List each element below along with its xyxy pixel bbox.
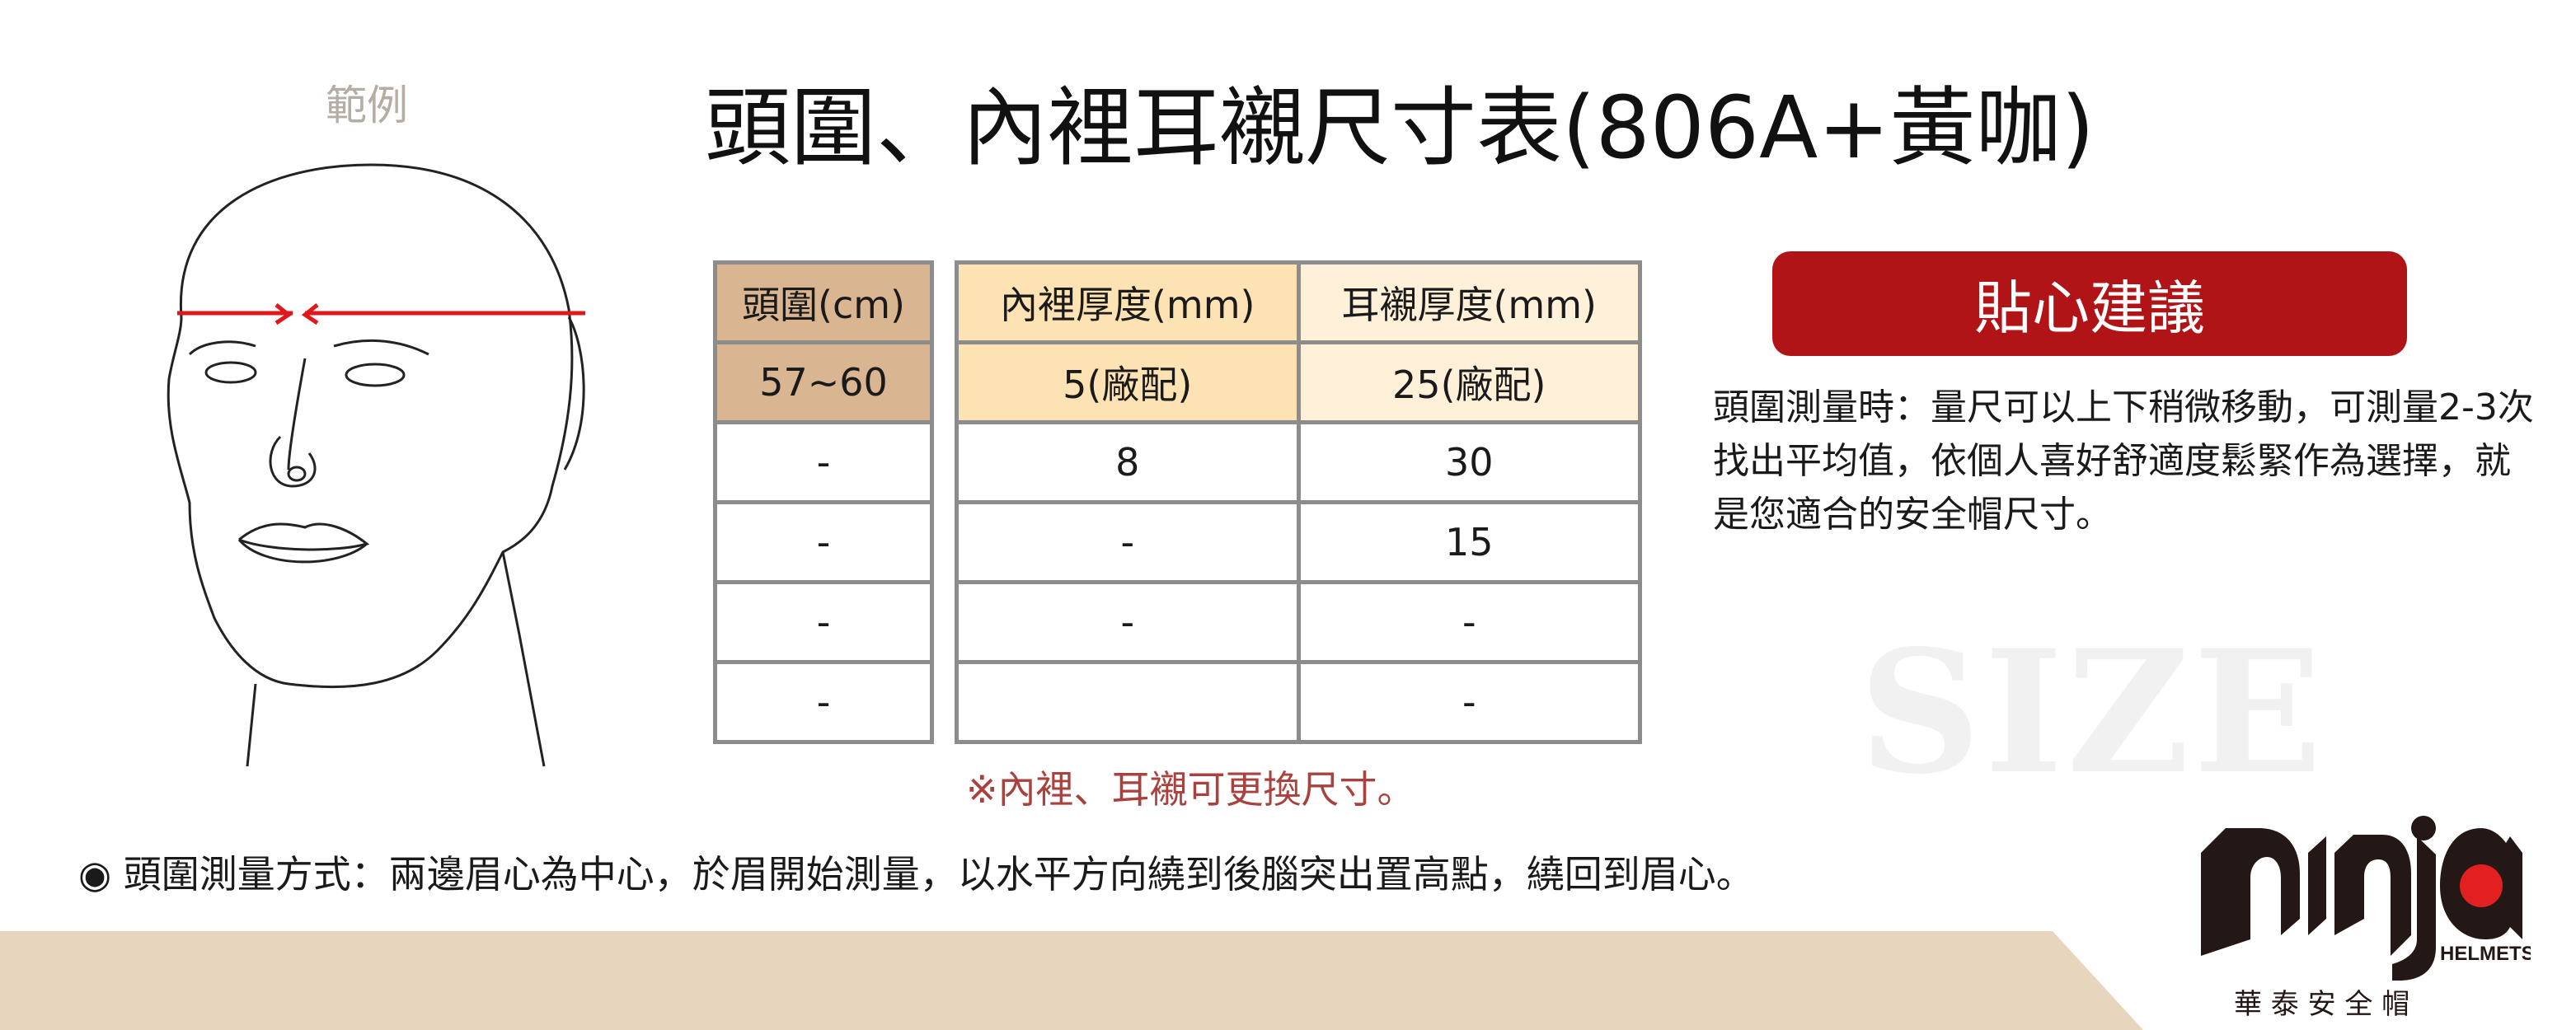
tip-title-box: 貼心建議 xyxy=(1772,251,2407,356)
page-title: 頭圍、內裡耳襯尺寸表(806A+黃咖) xyxy=(705,77,2095,178)
replaceable-note: ※內裡、耳襯可更換尺寸。 xyxy=(966,767,1415,812)
head-size-cell: - xyxy=(713,500,934,584)
ear-cell: 15 xyxy=(1296,500,1642,584)
inner-thickness-header: 內裡厚度(mm) xyxy=(955,260,1301,344)
inner-cell: - xyxy=(955,500,1301,584)
head-illustration xyxy=(167,163,585,767)
head-size-cell: - xyxy=(713,580,934,664)
tip-text: 頭圍測量時：量尺可以上下稍微移動，可測量2-3次找出平均值，依個人喜好舒適度鬆緊… xyxy=(1713,386,2534,536)
head-size-header: 頭圍(cm) xyxy=(713,260,934,344)
padding-thickness-table: 內裡厚度(mm) 耳襯厚度(mm) 5(廠配) 25(廠配) 8 30 -15 -- … xyxy=(955,260,1642,744)
example-label: 範例 xyxy=(326,82,408,129)
ear-cell: 25(廠配) xyxy=(1296,340,1642,424)
head-size-table: 頭圍(cm) 57~60 - - - - xyxy=(713,260,934,744)
measurement-method: ◉ 頭圍測量方式：兩邊眉心為中心，於眉開始測量，以水平方向繞到後腦突出置高點，繞… xyxy=(78,852,1754,897)
head-size-cell: 57~60 xyxy=(713,340,934,424)
head-size-cell: - xyxy=(713,660,934,744)
inner-cell: - xyxy=(955,580,1301,664)
size-watermark: SIZE xyxy=(1859,614,2325,812)
ear-cell: - xyxy=(1296,660,1642,744)
ear-cell: 30 xyxy=(1296,420,1642,504)
ear-thickness-header: 耳襯厚度(mm) xyxy=(1296,260,1642,344)
inner-cell: 8 xyxy=(955,420,1301,504)
inner-cell xyxy=(955,660,1301,744)
footer-band xyxy=(0,931,2143,1030)
logo-sub: HELMETS xyxy=(2440,943,2531,965)
head-size-cell: - xyxy=(713,420,934,504)
ear-cell: - xyxy=(1296,580,1642,664)
logo-company: 華 泰 安 全 帽 xyxy=(2234,988,2409,1018)
inner-cell: 5(廠配) xyxy=(955,340,1301,424)
ninja-helmets-logo: HELMETS 華 泰 安 全 帽 xyxy=(2201,816,2531,1018)
tip-title: 貼心建議 xyxy=(1974,274,2205,342)
